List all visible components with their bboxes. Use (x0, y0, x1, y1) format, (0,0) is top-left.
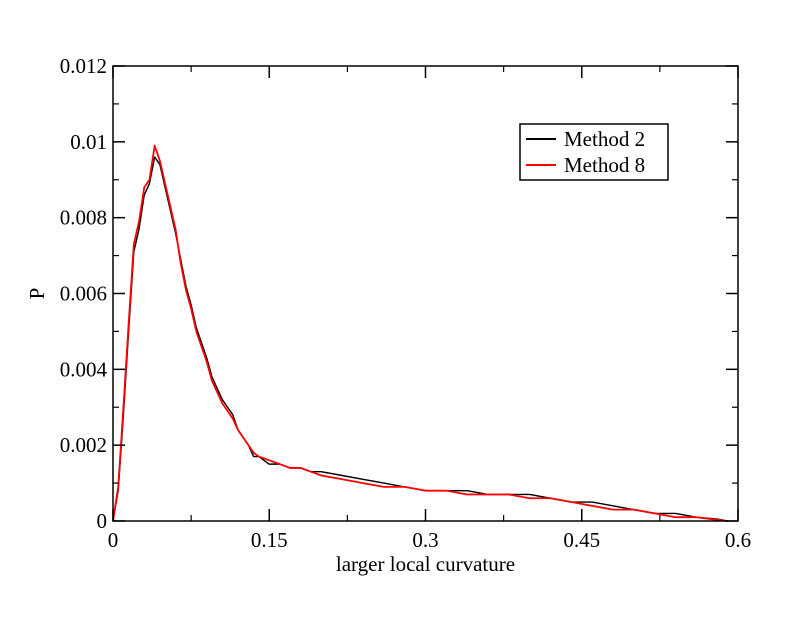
legend-box (519, 123, 669, 181)
y-tick-label: 0.012 (60, 54, 107, 78)
series-line-2 (112, 144, 728, 522)
x-tick-label: 0.3 (412, 528, 438, 552)
y-axis-label: P (25, 288, 49, 300)
axes-layer: 0 0.15 0.3 0.45 0.6 0 0.002 0.004 0.006 0.008 0.01… (60, 54, 751, 552)
x-tick-label: 0.15 (251, 528, 288, 552)
x-axis-label: larger local curvature (336, 552, 515, 576)
y-tick-label: 0 (97, 509, 108, 533)
x-tick-label: 0.6 (725, 528, 751, 552)
series-layer (112, 144, 728, 522)
y-tick-label: 0.006 (60, 282, 107, 306)
y-tick-label: 0.002 (60, 433, 107, 457)
x-tick-label: 0 (108, 528, 119, 552)
y-tick-label: 0.004 (60, 357, 108, 381)
legend-label: Method 2 (564, 127, 645, 151)
legend-label: Method 8 (564, 153, 645, 177)
y-tick-label: 0.01 (70, 130, 107, 154)
x-tick-label: 0.45 (563, 528, 600, 552)
y-tick-label: 0.008 (60, 206, 107, 230)
